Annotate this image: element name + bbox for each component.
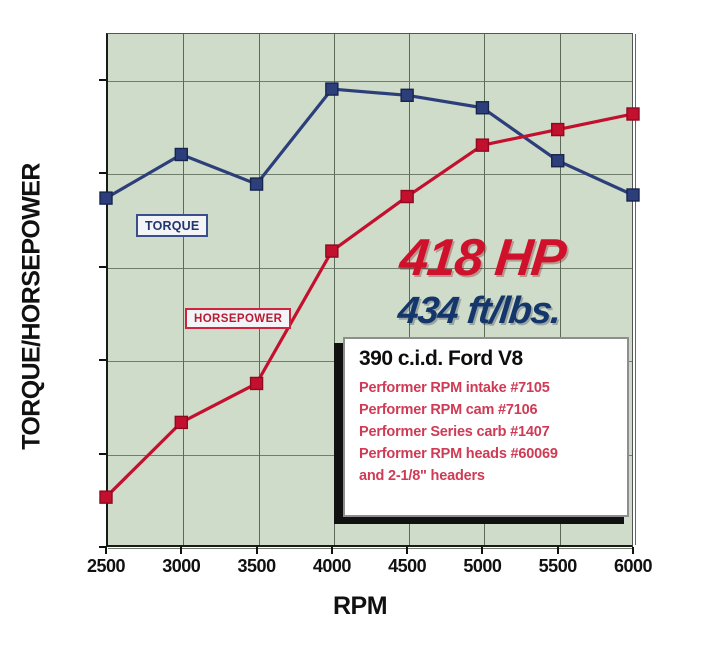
x-axis-tick-label: 4500 [388,556,427,576]
data-point-marker [99,191,113,205]
horsepower-callout: 418 HP [396,229,568,287]
data-point-marker [325,244,339,258]
spec-box-lines: Performer RPM intake #7105 Performer RPM … [359,377,615,487]
y-axis-tick-mark [99,265,106,268]
x-axis-tick-label: 3500 [237,556,277,576]
x-axis-title: RPM [332,592,388,620]
spec-box-line: Performer RPM intake #7105 [359,380,550,396]
gridline-vertical [258,34,260,545]
gridline-vertical [484,34,486,545]
gridline-vertical [409,34,411,545]
series-line-torque [105,87,634,200]
gridline-vertical [333,34,335,545]
data-point-marker [400,189,414,204]
torque-curve-label: TORQUE [136,214,209,237]
data-point-marker [626,107,640,121]
series-overlay [99,82,640,504]
x-axis-tick-label: 3000 [162,556,201,576]
x-axis-tick-mark [406,547,409,554]
x-axis-tick-label: 2500 [86,556,126,576]
spec-box-line: Performer RPM cam #7106 [359,402,538,419]
series-line-horsepower [104,112,634,499]
data-point-marker [475,101,490,115]
x-axis-tick-mark [481,547,484,554]
x-axis-tick-label: 6000 [613,556,653,576]
spec-box-line: and 2-1/8" headers [359,468,485,485]
y-axis-tick-mark [99,78,106,81]
spec-box: 390 c.i.d. Ford V8 Performer RPM intake … [343,337,629,517]
horsepower-curve-label: HORSEPOWER [185,308,292,329]
data-point-marker [626,188,640,202]
gridline-vertical [635,34,636,545]
spec-box-title: 390 c.i.d. Ford V8 [359,347,523,370]
data-point-marker [174,147,188,162]
gridline-vertical [183,34,185,545]
spec-box-line: Performer Series carb #1407 [359,424,550,441]
x-axis-tick-label: 4000 [312,556,352,576]
y-axis-title: TORQUE/HORSEPOWER [17,163,46,450]
gridline-vertical [559,34,561,545]
gridline-horizontal [108,174,632,176]
data-point-marker [249,376,264,391]
y-axis-tick-mark [99,172,106,175]
data-point-marker [174,415,188,430]
y-axis-tick-mark [99,546,106,548]
x-axis-tick-mark [632,547,634,554]
x-axis-tick-label: 5500 [538,556,578,576]
torque-callout: 434 ft/lbs. [395,290,563,332]
x-axis-tick-mark [105,547,107,554]
data-point-marker [551,122,565,137]
gridline-horizontal [108,267,632,269]
data-point-marker [99,490,113,504]
gridline-horizontal [108,80,632,82]
data-point-marker [551,154,565,168]
spec-box-line: Performer RPM heads #60069 [359,446,558,463]
y-axis-tick-mark [99,452,106,455]
data-point-marker [475,138,490,152]
x-axis-tick-mark [180,547,183,554]
y-axis-tick-mark [99,359,106,362]
data-point-marker [249,177,264,191]
data-point-marker [325,82,339,96]
x-axis-tick-label: 5000 [463,556,502,576]
gridline-horizontal [108,548,632,549]
x-axis-tick-mark [255,547,258,554]
x-axis-tick-mark [330,547,333,554]
x-axis-tick-mark [556,547,559,554]
data-point-marker [400,88,414,103]
